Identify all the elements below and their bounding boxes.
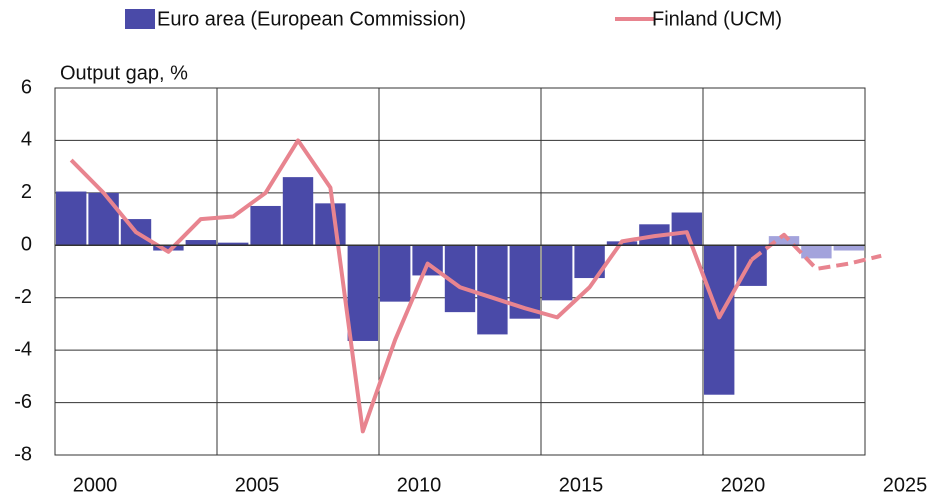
y-tick-label: 2 <box>21 181 32 203</box>
bar <box>542 245 573 301</box>
legend-swatch <box>125 9 155 29</box>
bar <box>801 245 832 259</box>
bar <box>88 192 119 246</box>
bar <box>250 205 281 246</box>
bar <box>833 245 864 251</box>
y-tick-label: 0 <box>21 234 32 256</box>
x-tick-label: 2025 <box>883 474 928 496</box>
bar <box>380 245 411 302</box>
legend-label: Euro area (European Commission) <box>157 8 466 30</box>
x-tick-label: 2005 <box>235 474 280 496</box>
line <box>750 232 882 271</box>
bar <box>282 177 314 246</box>
x-tick-label: 2010 <box>397 474 442 496</box>
bar <box>153 245 184 251</box>
y-tick-label: -2 <box>14 286 32 308</box>
x-tick-label: 2020 <box>721 474 766 496</box>
y-tick-label: 4 <box>21 129 32 151</box>
plot-frame <box>54 87 866 456</box>
bar <box>185 240 216 246</box>
y-tick-label: -8 <box>14 443 32 465</box>
bar <box>477 245 508 335</box>
y-tick-label: 6 <box>21 76 32 98</box>
x-tick-label: 2015 <box>559 474 604 496</box>
legend-label: Finland (UCM) <box>652 8 782 30</box>
bar <box>768 236 800 246</box>
bar <box>218 242 249 246</box>
y-axis-label: Output gap, % <box>60 62 188 84</box>
x-tick-label: 2000 <box>73 474 118 496</box>
bar <box>704 245 735 395</box>
bar <box>347 245 378 341</box>
y-tick-label: -4 <box>14 338 32 360</box>
bar <box>315 203 346 246</box>
line <box>69 138 754 434</box>
y-tick-label: -6 <box>14 391 32 413</box>
bar <box>671 212 702 246</box>
bar <box>56 191 87 246</box>
